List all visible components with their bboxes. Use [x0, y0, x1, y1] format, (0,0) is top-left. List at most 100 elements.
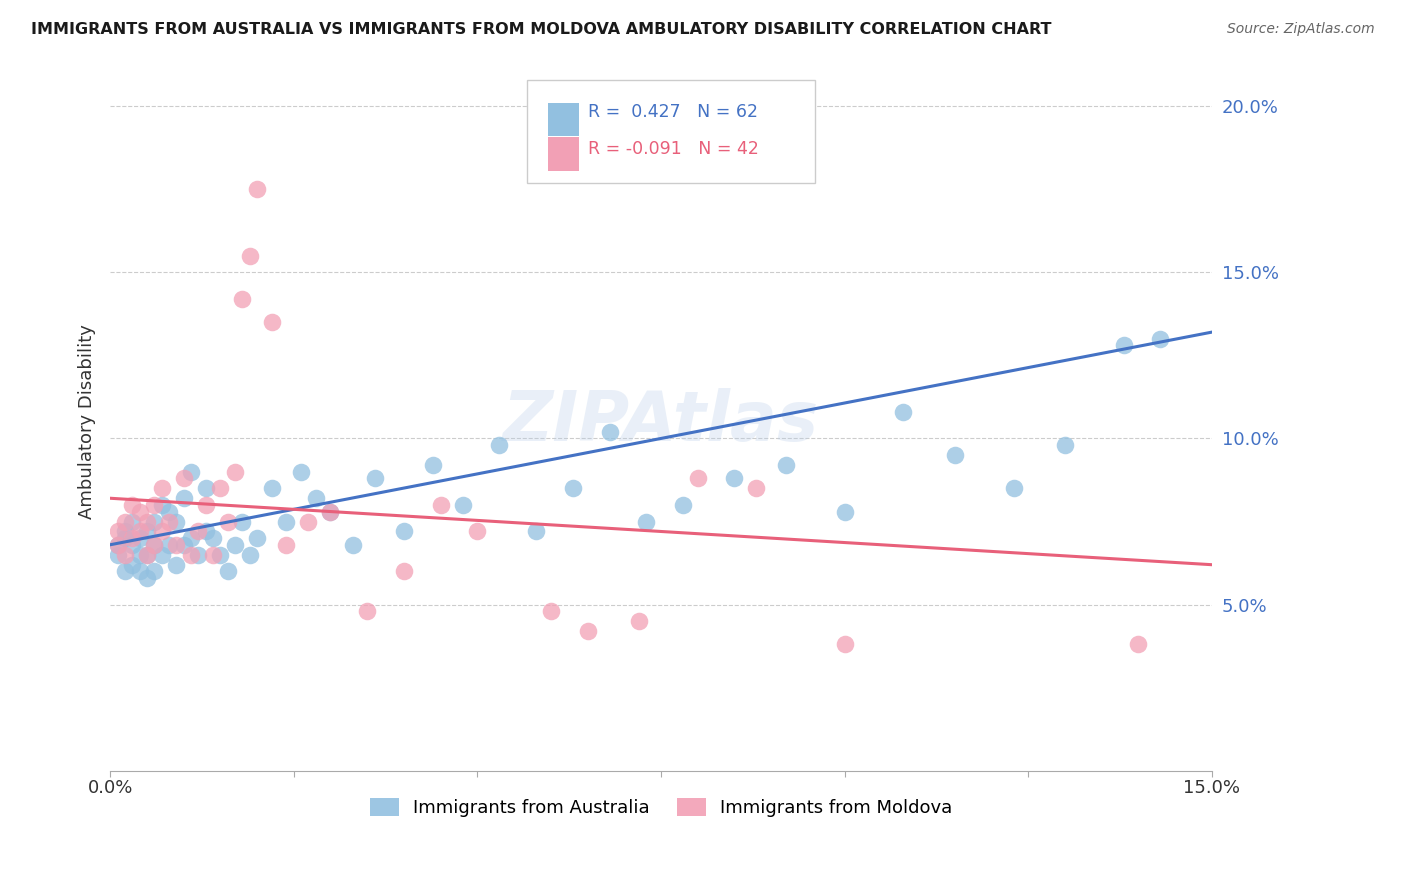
Point: [723, 471, 745, 485]
Point: [342, 538, 364, 552]
Point: [561, 481, 583, 495]
Point: [143, 515, 166, 529]
Point: [107, 548, 129, 562]
Point: [135, 524, 157, 539]
Point: [467, 524, 489, 539]
Point: [891, 405, 914, 419]
Point: [194, 498, 217, 512]
Point: [121, 531, 143, 545]
Point: [1002, 481, 1025, 495]
Point: [121, 558, 143, 572]
Point: [107, 538, 129, 552]
Point: [121, 515, 143, 529]
Point: [114, 531, 136, 545]
Point: [150, 498, 173, 512]
Point: [165, 515, 187, 529]
Point: [194, 524, 217, 539]
Point: [194, 481, 217, 495]
Point: [627, 614, 650, 628]
Point: [224, 538, 246, 552]
Point: [290, 465, 312, 479]
Point: [576, 624, 599, 639]
Point: [209, 481, 232, 495]
Point: [121, 538, 143, 552]
Point: [128, 504, 150, 518]
Point: [775, 458, 797, 472]
Point: [246, 531, 269, 545]
Point: [128, 524, 150, 539]
Point: [180, 465, 202, 479]
Point: [599, 425, 621, 439]
Point: [128, 565, 150, 579]
Point: [150, 481, 173, 495]
Text: 0.0%: 0.0%: [87, 779, 132, 797]
Point: [429, 498, 451, 512]
Point: [319, 504, 342, 518]
Point: [114, 515, 136, 529]
Point: [356, 604, 378, 618]
Point: [143, 565, 166, 579]
Point: [1053, 438, 1076, 452]
Point: [114, 548, 136, 562]
Point: [150, 548, 173, 562]
Point: [422, 458, 444, 472]
Point: [209, 548, 232, 562]
Point: [201, 548, 224, 562]
Text: ZIPAtlas: ZIPAtlas: [503, 388, 820, 455]
Point: [319, 504, 342, 518]
Point: [114, 524, 136, 539]
Point: [745, 481, 768, 495]
Text: 15.0%: 15.0%: [1184, 779, 1240, 797]
Point: [231, 292, 253, 306]
Point: [128, 548, 150, 562]
Point: [239, 548, 262, 562]
Point: [135, 548, 157, 562]
Point: [231, 515, 253, 529]
Point: [143, 538, 166, 552]
Point: [107, 538, 129, 552]
Text: Source: ZipAtlas.com: Source: ZipAtlas.com: [1227, 22, 1375, 37]
Point: [224, 465, 246, 479]
Point: [1149, 332, 1171, 346]
Point: [187, 548, 209, 562]
Point: [165, 558, 187, 572]
Point: [488, 438, 510, 452]
Point: [943, 448, 966, 462]
Point: [165, 538, 187, 552]
Point: [173, 471, 195, 485]
Point: [143, 498, 166, 512]
Point: [217, 565, 239, 579]
Point: [121, 498, 143, 512]
Point: [636, 515, 658, 529]
Point: [150, 524, 173, 539]
Point: [1112, 338, 1135, 352]
Point: [363, 471, 385, 485]
Point: [392, 565, 415, 579]
Point: [180, 531, 202, 545]
Point: [246, 182, 269, 196]
Point: [1128, 637, 1150, 651]
Point: [107, 524, 129, 539]
Point: [276, 538, 298, 552]
Point: [157, 504, 180, 518]
Point: [217, 515, 239, 529]
Point: [392, 524, 415, 539]
Point: [239, 249, 262, 263]
Point: [276, 515, 298, 529]
Point: [540, 604, 562, 618]
Point: [260, 315, 283, 329]
Point: [173, 491, 195, 506]
Point: [297, 515, 319, 529]
Point: [128, 531, 150, 545]
Point: [305, 491, 328, 506]
Point: [135, 571, 157, 585]
Point: [180, 548, 202, 562]
Text: IMMIGRANTS FROM AUSTRALIA VS IMMIGRANTS FROM MOLDOVA AMBULATORY DISABILITY CORRE: IMMIGRANTS FROM AUSTRALIA VS IMMIGRANTS …: [31, 22, 1052, 37]
Legend: Immigrants from Australia, Immigrants from Moldova: Immigrants from Australia, Immigrants fr…: [363, 790, 959, 824]
Point: [143, 538, 166, 552]
Point: [686, 471, 709, 485]
Text: R = -0.091   N = 42: R = -0.091 N = 42: [588, 140, 759, 158]
Point: [157, 538, 180, 552]
Point: [524, 524, 547, 539]
Point: [260, 481, 283, 495]
